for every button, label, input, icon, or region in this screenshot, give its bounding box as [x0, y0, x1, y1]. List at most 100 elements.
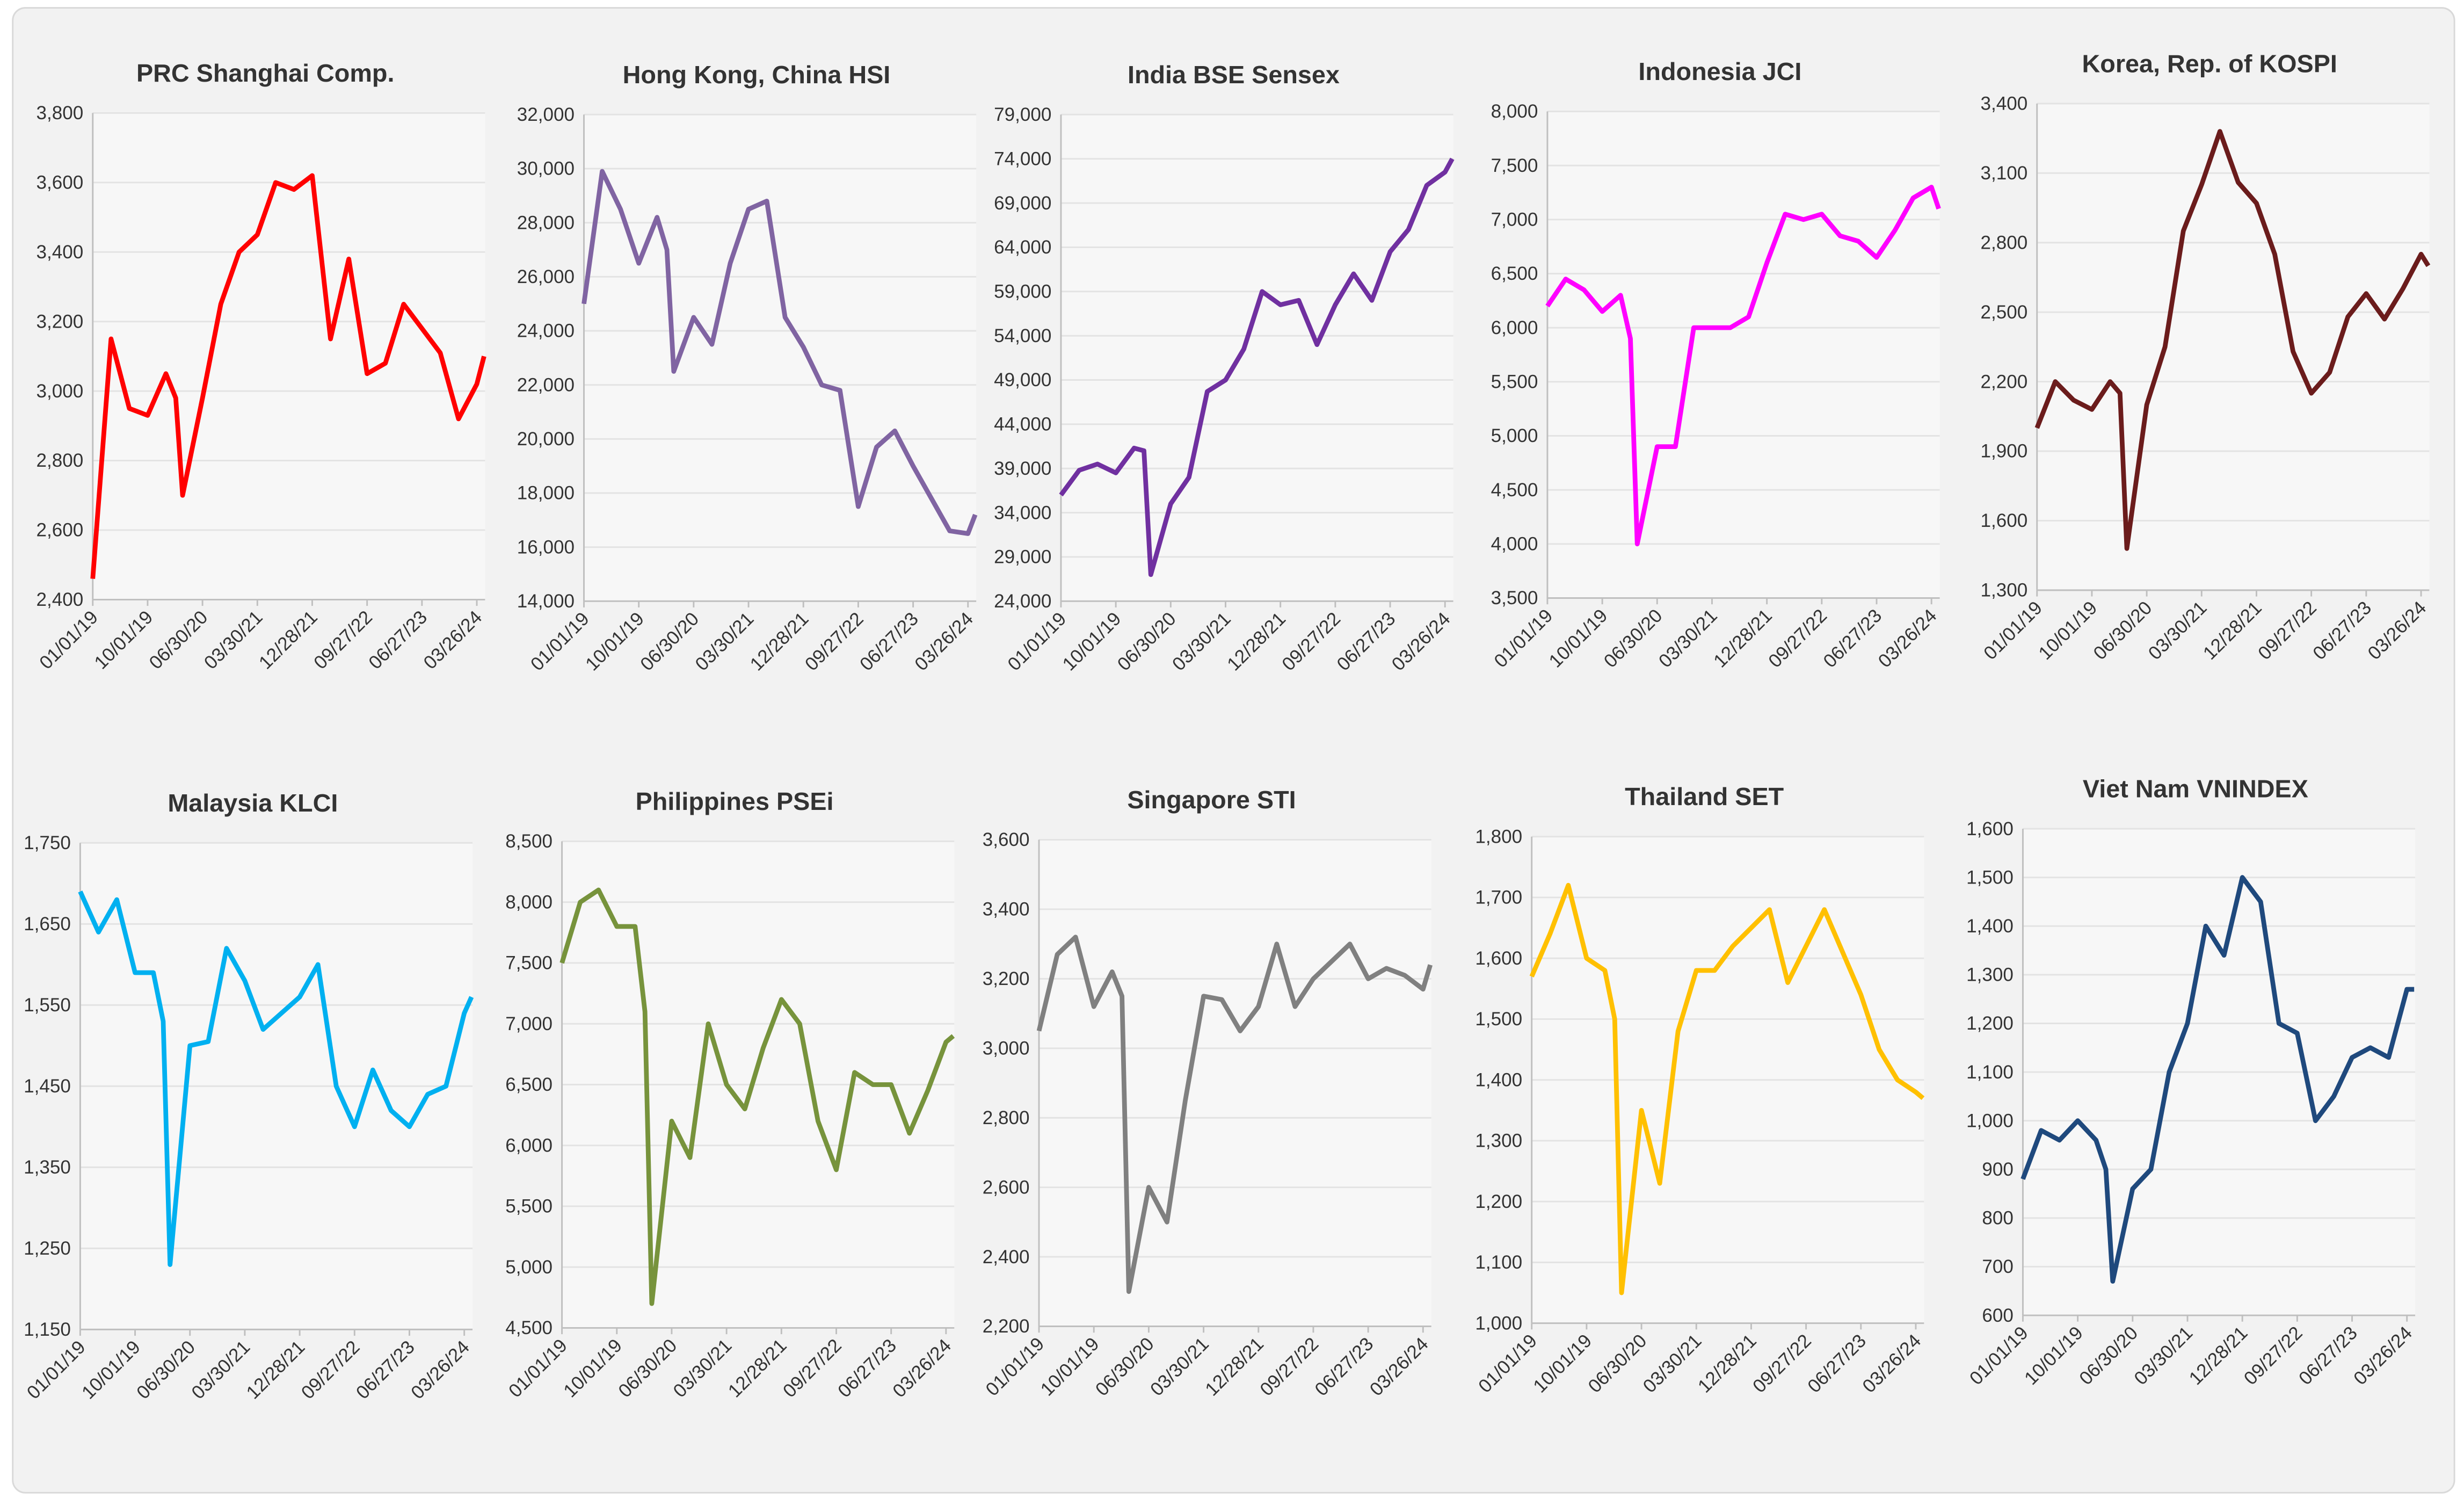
y-tick-label: 2,500: [1980, 302, 2027, 323]
y-tick-label: 700: [1982, 1256, 2014, 1277]
y-tick-label: 1,150: [24, 1319, 71, 1340]
index-line: [2034, 129, 2431, 551]
y-tick-label: 1,650: [24, 914, 71, 935]
y-tick-label: 3,600: [36, 172, 83, 193]
y-tick-label: 2,600: [36, 520, 83, 541]
y-tick-label: 1,700: [1475, 887, 1522, 908]
y-tick-label: 3,000: [983, 1038, 1030, 1059]
y-tick-label: 5,000: [1491, 425, 1538, 446]
plot-area: [2037, 103, 2430, 590]
y-tick-label: 3,600: [983, 829, 1030, 850]
y-tick-label: 5,000: [505, 1257, 553, 1278]
y-tick-label: 29,000: [994, 547, 1051, 568]
y-tick-label: 74,000: [994, 148, 1051, 169]
y-tick-label: 79,000: [994, 104, 1051, 125]
chart-title: Singapore STI: [1127, 786, 1296, 814]
y-tick-label: 6,000: [505, 1135, 553, 1156]
plot-area: [92, 113, 485, 600]
y-tick-label: 26,000: [517, 266, 575, 287]
y-tick-label: 1,200: [1475, 1191, 1522, 1212]
y-tick-label: 2,200: [1980, 371, 2027, 392]
y-tick-label: 3,000: [36, 381, 83, 402]
y-tick-label: 1,350: [24, 1157, 71, 1178]
y-tick-label: 1,400: [1966, 916, 2014, 937]
index-line: [1036, 935, 1433, 1294]
y-tick-label: 1,750: [24, 832, 71, 853]
y-tick-label: 2,400: [983, 1247, 1030, 1268]
y-tick-label: 6,500: [505, 1074, 553, 1095]
y-tick-label: 44,000: [994, 414, 1051, 435]
y-tick-label: 1,450: [24, 1076, 71, 1097]
y-tick-label: 5,500: [1491, 372, 1538, 393]
y-tick-label: 6,500: [1491, 263, 1538, 284]
y-tick-label: 800: [1982, 1208, 2014, 1229]
chart-title: Hong Kong, China HSI: [623, 61, 891, 89]
y-tick-label: 1,000: [1966, 1110, 2014, 1131]
y-tick-label: 28,000: [517, 212, 575, 233]
y-tick-label: 1,300: [1475, 1131, 1522, 1152]
y-tick-label: 2,800: [1980, 232, 2027, 253]
y-tick-label: 1,100: [1966, 1062, 2014, 1083]
y-tick-label: 24,000: [994, 591, 1051, 612]
y-tick-label: 8,000: [1491, 101, 1538, 122]
y-tick-label: 1,550: [24, 995, 71, 1016]
y-tick-label: 6,000: [1491, 317, 1538, 338]
index-line: [559, 887, 955, 1306]
y-tick-label: 64,000: [994, 237, 1051, 258]
y-tick-label: 3,500: [1491, 588, 1538, 609]
y-tick-label: 20,000: [517, 429, 575, 450]
plot-area: [1060, 114, 1453, 602]
y-tick-label: 3,400: [1980, 93, 2027, 114]
y-tick-label: 1,250: [24, 1238, 71, 1259]
y-tick-label: 3,400: [983, 899, 1030, 920]
y-tick-label: 8,000: [505, 892, 553, 913]
y-tick-label: 4,500: [1491, 480, 1538, 501]
y-tick-label: 900: [1982, 1159, 2014, 1180]
y-tick-label: 2,800: [983, 1107, 1030, 1128]
index-line: [2020, 875, 2415, 1284]
y-tick-label: 2,800: [36, 450, 83, 471]
y-tick-label: 1,600: [1475, 948, 1522, 969]
chart-title: Indonesia JCI: [1638, 57, 1801, 85]
y-tick-label: 8,500: [505, 831, 553, 852]
y-tick-label: 69,000: [994, 193, 1051, 214]
y-tick-label: 7,000: [1491, 209, 1538, 230]
index-line: [78, 890, 474, 1267]
y-tick-label: 2,400: [36, 589, 83, 610]
plot-area: [1039, 839, 1431, 1327]
y-tick-label: 1,800: [1475, 826, 1522, 847]
y-tick-label: 7,000: [505, 1013, 553, 1034]
chart-title: Philippines PSEi: [636, 787, 834, 815]
index-line: [90, 173, 486, 579]
y-tick-label: 3,100: [1980, 163, 2027, 184]
y-tick-label: 3,200: [983, 968, 1030, 989]
y-tick-label: 24,000: [517, 321, 575, 342]
y-tick-label: 59,000: [994, 281, 1051, 302]
y-tick-label: 3,200: [36, 311, 83, 332]
index-line: [1545, 185, 1941, 547]
chart-title: Thailand SET: [1625, 783, 1784, 810]
y-tick-label: 2,600: [983, 1177, 1030, 1198]
y-tick-label: 1,400: [1475, 1069, 1522, 1090]
chart-title: Korea, Rep. of KOSPI: [2082, 49, 2337, 77]
y-tick-label: 7,500: [1491, 155, 1538, 176]
y-tick-label: 600: [1982, 1305, 2014, 1326]
plot-area: [584, 114, 977, 602]
y-tick-label: 34,000: [994, 502, 1051, 523]
y-tick-label: 4,500: [505, 1317, 553, 1338]
y-tick-label: 4,000: [1491, 534, 1538, 555]
y-tick-label: 1,600: [1980, 510, 2027, 531]
chart-title: Malaysia KLCI: [168, 789, 338, 817]
index-line: [1059, 157, 1455, 577]
y-tick-label: 1,500: [1966, 867, 2014, 888]
y-tick-label: 30,000: [517, 158, 575, 179]
y-tick-label: 1,200: [1966, 1013, 2014, 1034]
y-tick-label: 32,000: [517, 104, 575, 125]
y-tick-label: 1,100: [1475, 1252, 1522, 1273]
y-tick-label: 3,800: [36, 103, 83, 124]
y-tick-label: 3,400: [36, 242, 83, 263]
chart-title: Viet Nam VNINDEX: [2083, 775, 2308, 803]
y-tick-label: 1,000: [1475, 1313, 1522, 1334]
chart-title: India BSE Sensex: [1128, 61, 1340, 89]
